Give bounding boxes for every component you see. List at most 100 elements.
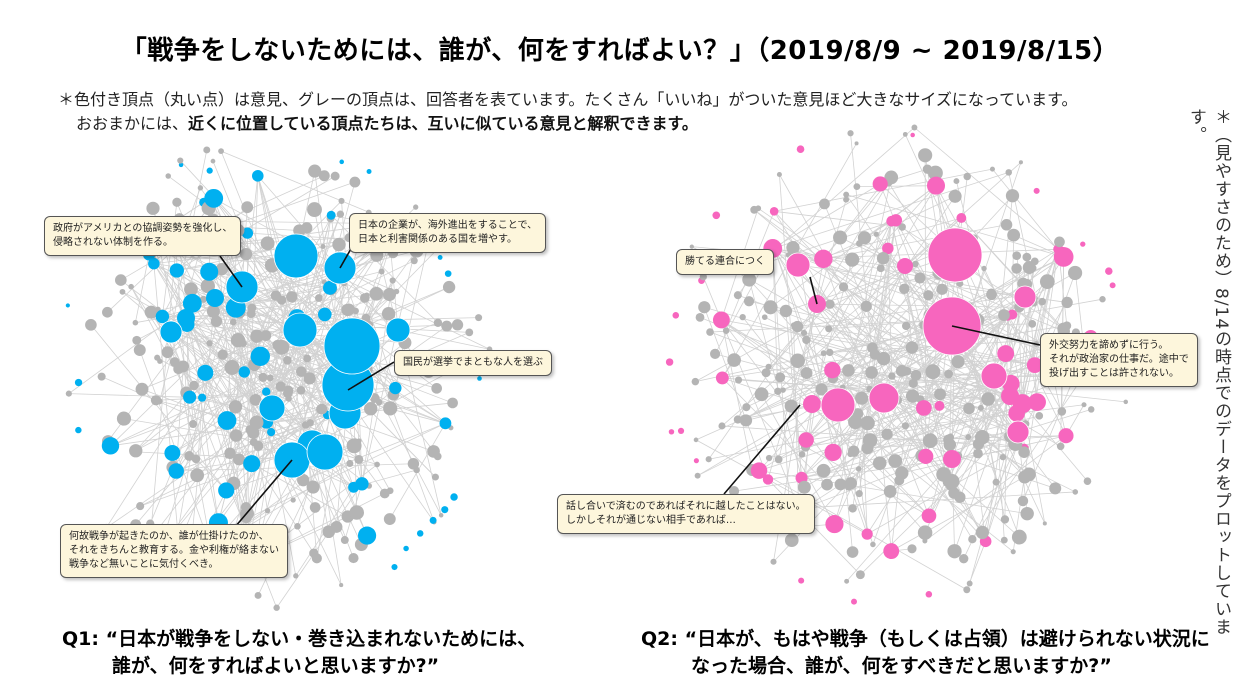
q2-respondent-node <box>825 325 833 333</box>
q2-respondent-node <box>815 383 828 396</box>
q2-respondent-node <box>791 320 804 333</box>
leader-line <box>951 325 1041 346</box>
q1-respondent-node <box>144 305 158 319</box>
q1-respondent-node <box>132 319 139 326</box>
q1-opinion-node <box>267 428 276 437</box>
q1-respondent-node <box>270 290 282 301</box>
q2-respondent-node <box>693 437 699 443</box>
q2-respondent-node <box>763 300 778 315</box>
q2-respondent-node <box>1057 407 1067 416</box>
q1-opinion-node <box>355 477 369 491</box>
q2-opinion-node <box>882 242 894 255</box>
q2-respondent-node <box>784 533 799 548</box>
q1-respondent-node <box>177 360 190 373</box>
q2-edge <box>782 369 833 391</box>
q2-respondent-node <box>876 351 891 366</box>
q2-respondent-node <box>888 372 896 380</box>
q2-edge <box>856 185 937 188</box>
q2-opinion-node <box>927 176 946 195</box>
q2-respondent-node <box>790 353 805 368</box>
q1-respondent-node <box>354 454 364 464</box>
q2-edge <box>1023 447 1056 489</box>
q1-respondent-node <box>247 303 257 313</box>
q1-opinion-node <box>282 312 318 348</box>
q1-respondent-node <box>190 468 205 483</box>
q1-edge <box>154 227 219 523</box>
q1-respondent-node <box>311 553 322 564</box>
q2-opinion-node <box>1033 187 1040 194</box>
q2-respondent-node <box>1068 265 1083 281</box>
q2-respondent-node <box>774 455 783 464</box>
q2-opinion-node <box>750 462 768 479</box>
q2-respondent-node <box>1022 260 1036 274</box>
q2-respondent-node <box>776 171 782 178</box>
q1-respondent-node <box>306 480 320 494</box>
q2-respondent-node <box>870 541 876 548</box>
q2-respondent-node <box>733 415 742 424</box>
q1-respondent-node <box>258 372 268 382</box>
q2-respondent-node <box>742 272 757 287</box>
q2-opinion-node <box>943 450 961 468</box>
q1-opinion-node <box>164 444 181 461</box>
legend-note: ＊色付き頂点（丸い点）は意見、グレーの頂点は、回答者を表ています。たくさん「いい… <box>58 88 1078 136</box>
q2-respondent-node <box>973 448 983 459</box>
q2-respondent-node <box>902 321 911 331</box>
q1-opinion-node <box>243 455 261 473</box>
q2-respondent-node <box>825 299 835 309</box>
q1-respondent-node <box>316 403 328 415</box>
q1-edge <box>226 230 238 421</box>
q1-respondent-node <box>303 354 312 363</box>
q1-respondent-node <box>150 395 162 406</box>
q2-opinion-node <box>925 591 933 598</box>
q2-respondent-node <box>854 141 859 146</box>
q2-respondent-node <box>834 478 847 491</box>
q2-respondent-node <box>925 364 941 380</box>
q2-respondent-node <box>989 166 995 172</box>
q2-opinion-node <box>668 429 675 435</box>
q1-opinion-node <box>218 482 235 499</box>
q1-respondent-node <box>266 374 274 382</box>
q1-opinion-node <box>391 563 398 571</box>
q1-callout-elections: 国民が選挙でまともな人を選ぶ <box>394 350 552 376</box>
q1-respondent-node <box>228 400 243 414</box>
q1-respondent-node <box>247 426 260 439</box>
q1-edge <box>90 324 227 491</box>
q1-respondent-node <box>341 303 354 317</box>
q2-respondent-node <box>883 485 897 498</box>
q2-edge <box>879 183 1020 538</box>
q2-respondent-node <box>743 296 755 307</box>
q1-respondent-node <box>346 459 354 467</box>
q2-respondent-node <box>733 291 742 300</box>
q2-edge <box>804 491 1076 509</box>
q2-opinion-node <box>803 395 821 413</box>
q2-edge <box>772 181 885 249</box>
q2-respondent-node <box>802 335 811 345</box>
q1-opinion-node <box>326 210 336 220</box>
q2-respondent-node <box>734 376 743 384</box>
q1-respondent-node <box>154 354 161 361</box>
q2-edge <box>759 219 897 266</box>
q1-respondent-node <box>283 385 294 396</box>
q2-respondent-node <box>848 504 857 513</box>
q2-opinion-node <box>1012 394 1032 414</box>
q1-opinion-node <box>197 364 214 381</box>
q1-respondent-node <box>336 210 345 218</box>
q2-opinion-node <box>769 206 779 216</box>
q2-respondent-node <box>798 451 806 458</box>
q2-respondent-node <box>775 372 786 383</box>
q1-opinion-node <box>182 293 202 313</box>
q2-edge <box>846 194 1064 258</box>
q2-respondent-node <box>936 467 951 482</box>
q2-edge <box>823 195 956 260</box>
q2-edge <box>785 310 802 478</box>
q1-respondent-node <box>442 280 456 294</box>
q2-respondent-node <box>816 463 831 478</box>
q2-respondent-node <box>963 172 971 181</box>
q2-opinion-node <box>798 432 814 448</box>
q2-edge <box>805 446 930 517</box>
q2-respondent-node <box>975 429 990 445</box>
q2-respondent-node <box>884 170 899 185</box>
q1-edge <box>167 175 204 203</box>
q1-edge <box>220 150 328 416</box>
q2-opinion-node <box>883 543 900 560</box>
